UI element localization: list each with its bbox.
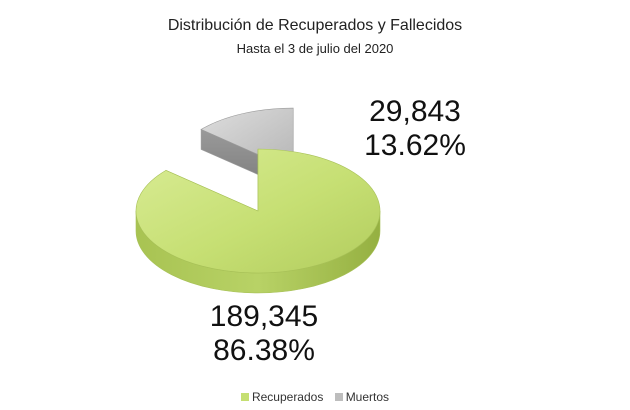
- legend-swatch-recuperados: [240, 393, 249, 401]
- data-label-value-recuperados: 189,345: [210, 300, 318, 333]
- legend-swatch-muertos: [334, 393, 343, 401]
- legend-label-recuperados: Recuperados: [251, 390, 324, 404]
- pie-slice-recuperados: [135, 148, 381, 294]
- pie-top-recuperados: [135, 148, 381, 274]
- data-label-value-muertos: 29,843: [369, 95, 461, 128]
- legend-item-recuperados: Recuperados: [240, 390, 324, 404]
- data-label-percent-recuperados: 86.38%: [213, 334, 315, 367]
- data-label-percent-muertos: 13.62%: [364, 129, 466, 162]
- chart-legend: Recuperados Muertos: [0, 390, 630, 404]
- chart-title: Distribución de Recuperados y Fallecidos: [167, 17, 463, 34]
- chart-subtitle: Hasta el 3 de julio del 2020: [236, 41, 394, 56]
- legend-item-muertos: Muertos: [334, 390, 390, 404]
- legend-label-muertos: Muertos: [345, 390, 390, 404]
